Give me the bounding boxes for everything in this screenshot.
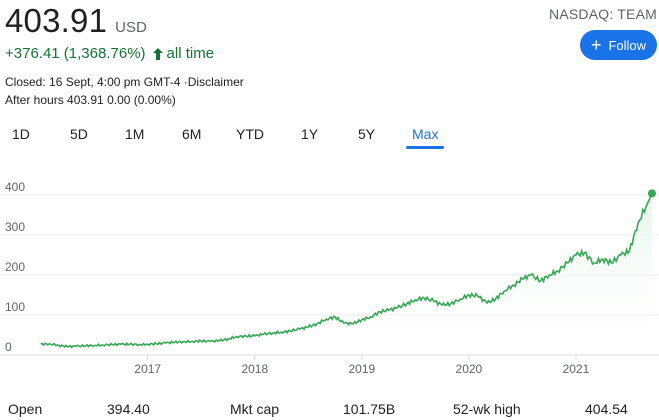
high-value: 404.54 bbox=[585, 401, 628, 417]
mktcap-value: 101.75B bbox=[343, 401, 396, 417]
ticker-symbol: NASDAQ: TEAM bbox=[549, 6, 657, 22]
arrow-up-icon bbox=[152, 47, 164, 61]
mktcap-label: Mkt cap bbox=[230, 401, 280, 417]
price-header: 403.91 USD bbox=[5, 2, 147, 40]
x-axis: 2017 2018 2019 2020 2021 bbox=[134, 355, 590, 376]
range-tabs: 1D 5D 1M 6M YTD 1Y 5Y Max bbox=[0, 122, 659, 152]
closed-time: Closed: 16 Sept, 4:00 pm GMT-4 ·Disclaim… bbox=[5, 75, 244, 89]
y-tick-label: 200 bbox=[5, 260, 25, 274]
x-tick-label: 2021 bbox=[563, 362, 590, 376]
tab-5y[interactable]: 5Y bbox=[358, 126, 376, 142]
tab-5d[interactable]: 5D bbox=[70, 126, 88, 142]
x-tick-label: 2020 bbox=[456, 362, 483, 376]
price-line bbox=[40, 193, 653, 349]
current-price: 403.91 bbox=[5, 2, 108, 39]
open-label: Open bbox=[8, 401, 43, 417]
y-tick-label: 100 bbox=[5, 300, 25, 314]
y-tick-label: 400 bbox=[5, 180, 25, 194]
tab-1m[interactable]: 1M bbox=[125, 126, 145, 142]
plus-icon: + bbox=[590, 35, 602, 55]
price-chart: 0 100 200 300 400 2017 2018 2019 2020 2021 bbox=[0, 180, 659, 376]
current-price-marker bbox=[647, 189, 656, 198]
after-hours: After hours 403.91 0.00 (0.00%) bbox=[5, 93, 176, 107]
follow-button[interactable]: + Follow bbox=[580, 30, 657, 60]
currency-label: USD bbox=[115, 19, 147, 36]
y-tick-label: 300 bbox=[5, 220, 25, 234]
y-axis: 0 100 200 300 400 bbox=[5, 180, 25, 354]
y-tick-label: 0 bbox=[5, 340, 12, 354]
x-tick-label: 2017 bbox=[134, 362, 161, 376]
tab-6m[interactable]: 6M bbox=[182, 126, 202, 142]
open-value: 394.40 bbox=[107, 401, 150, 417]
tab-ytd[interactable]: YTD bbox=[236, 126, 264, 142]
change-value: +376.41 (1,368.76%) bbox=[5, 45, 146, 62]
key-stats: Open 394.40 Mkt cap 101.75B 52-wk high 4… bbox=[0, 400, 659, 420]
follow-label: Follow bbox=[608, 37, 647, 53]
price-change: +376.41 (1,368.76%) all time bbox=[5, 45, 214, 62]
high-label: 52-wk high bbox=[453, 401, 521, 417]
tab-1y[interactable]: 1Y bbox=[301, 126, 319, 142]
price-area-fill bbox=[40, 193, 652, 355]
x-tick-label: 2018 bbox=[241, 362, 268, 376]
tab-1d[interactable]: 1D bbox=[12, 126, 30, 142]
tab-max[interactable]: Max bbox=[405, 126, 446, 149]
change-period: all time bbox=[166, 45, 215, 62]
x-tick-label: 2019 bbox=[348, 362, 375, 376]
